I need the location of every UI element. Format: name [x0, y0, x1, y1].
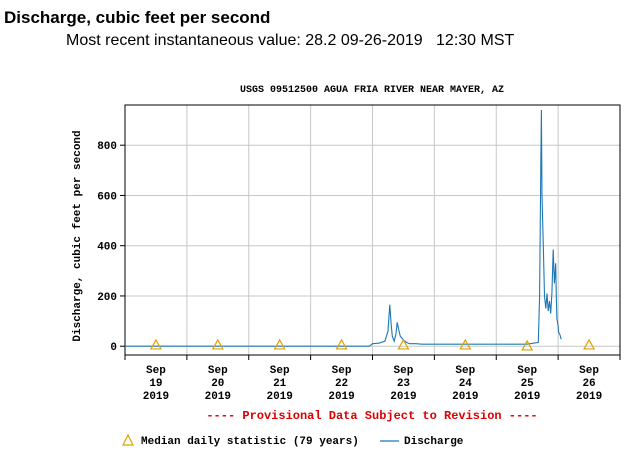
y-tick-label: 200	[97, 292, 117, 304]
y-tick-label: 400	[97, 242, 117, 254]
median-marker	[459, 338, 472, 350]
y-tick-label: 600	[97, 191, 117, 203]
median-marker	[149, 338, 162, 350]
x-tick-label: Sep	[394, 365, 414, 377]
recent-value-text: Most recent instantaneous value: 28.2 09…	[66, 32, 515, 49]
x-tick-label: Sep	[455, 365, 475, 377]
x-tick-label: 2019	[390, 391, 416, 403]
x-tick-label: Sep	[579, 365, 599, 377]
median-marker	[273, 338, 286, 350]
x-tick-label: 2019	[205, 391, 231, 403]
x-tick-label: Sep	[146, 365, 166, 377]
x-tick-label: 2019	[143, 391, 169, 403]
median-marker	[335, 338, 348, 350]
x-tick-label: Sep	[208, 365, 228, 377]
discharge-line	[125, 109, 562, 347]
x-tick-label: 25	[521, 378, 535, 390]
x-tick-label: Sep	[332, 365, 352, 377]
x-tick-label: 2019	[266, 391, 292, 403]
y-tick-label: 800	[97, 141, 117, 153]
x-tick-label: 2019	[328, 391, 354, 403]
x-tick-label: 26	[582, 378, 595, 390]
x-tick-label: 2019	[452, 391, 478, 403]
x-axis: Sep192019Sep202019Sep212019Sep222019Sep2…	[124, 355, 621, 403]
median-marker	[521, 339, 534, 351]
y-tick-label: 0	[110, 342, 117, 354]
x-tick-label: 2019	[514, 391, 540, 403]
x-tick-label: 2019	[576, 391, 602, 403]
x-tick-label: 21	[273, 378, 287, 390]
x-tick-label: Sep	[517, 365, 537, 377]
y-axis: 0 200 400 600 800	[97, 141, 125, 354]
y-axis-label: Discharge, cubic feet per second	[72, 130, 84, 341]
median-marker	[583, 338, 596, 350]
x-tick-label: 19	[149, 378, 162, 390]
median-marker	[397, 338, 410, 350]
legend-median-label: Median daily statistic (79 years)	[141, 436, 359, 448]
x-tick-label: 20	[211, 378, 224, 390]
legend-discharge-label: Discharge	[404, 436, 464, 448]
provisional-annotation: ---- Provisional Data Subject to Revisio…	[206, 409, 537, 423]
chart-title: USGS 09512500 AGUA FRIA RIVER NEAR MAYER…	[240, 85, 504, 96]
legend: Median daily statistic (79 years) Discha…	[122, 433, 464, 448]
x-tick-label: Sep	[270, 365, 290, 377]
x-tick-label: 22	[335, 378, 348, 390]
series-layer	[125, 109, 596, 351]
grid-lines	[125, 105, 620, 355]
x-tick-label: 24	[459, 378, 473, 390]
x-tick-label: 23	[397, 378, 411, 390]
page-title: Discharge, cubic feet per second	[4, 8, 271, 27]
legend-median-marker	[122, 433, 134, 446]
median-marker	[211, 338, 224, 350]
